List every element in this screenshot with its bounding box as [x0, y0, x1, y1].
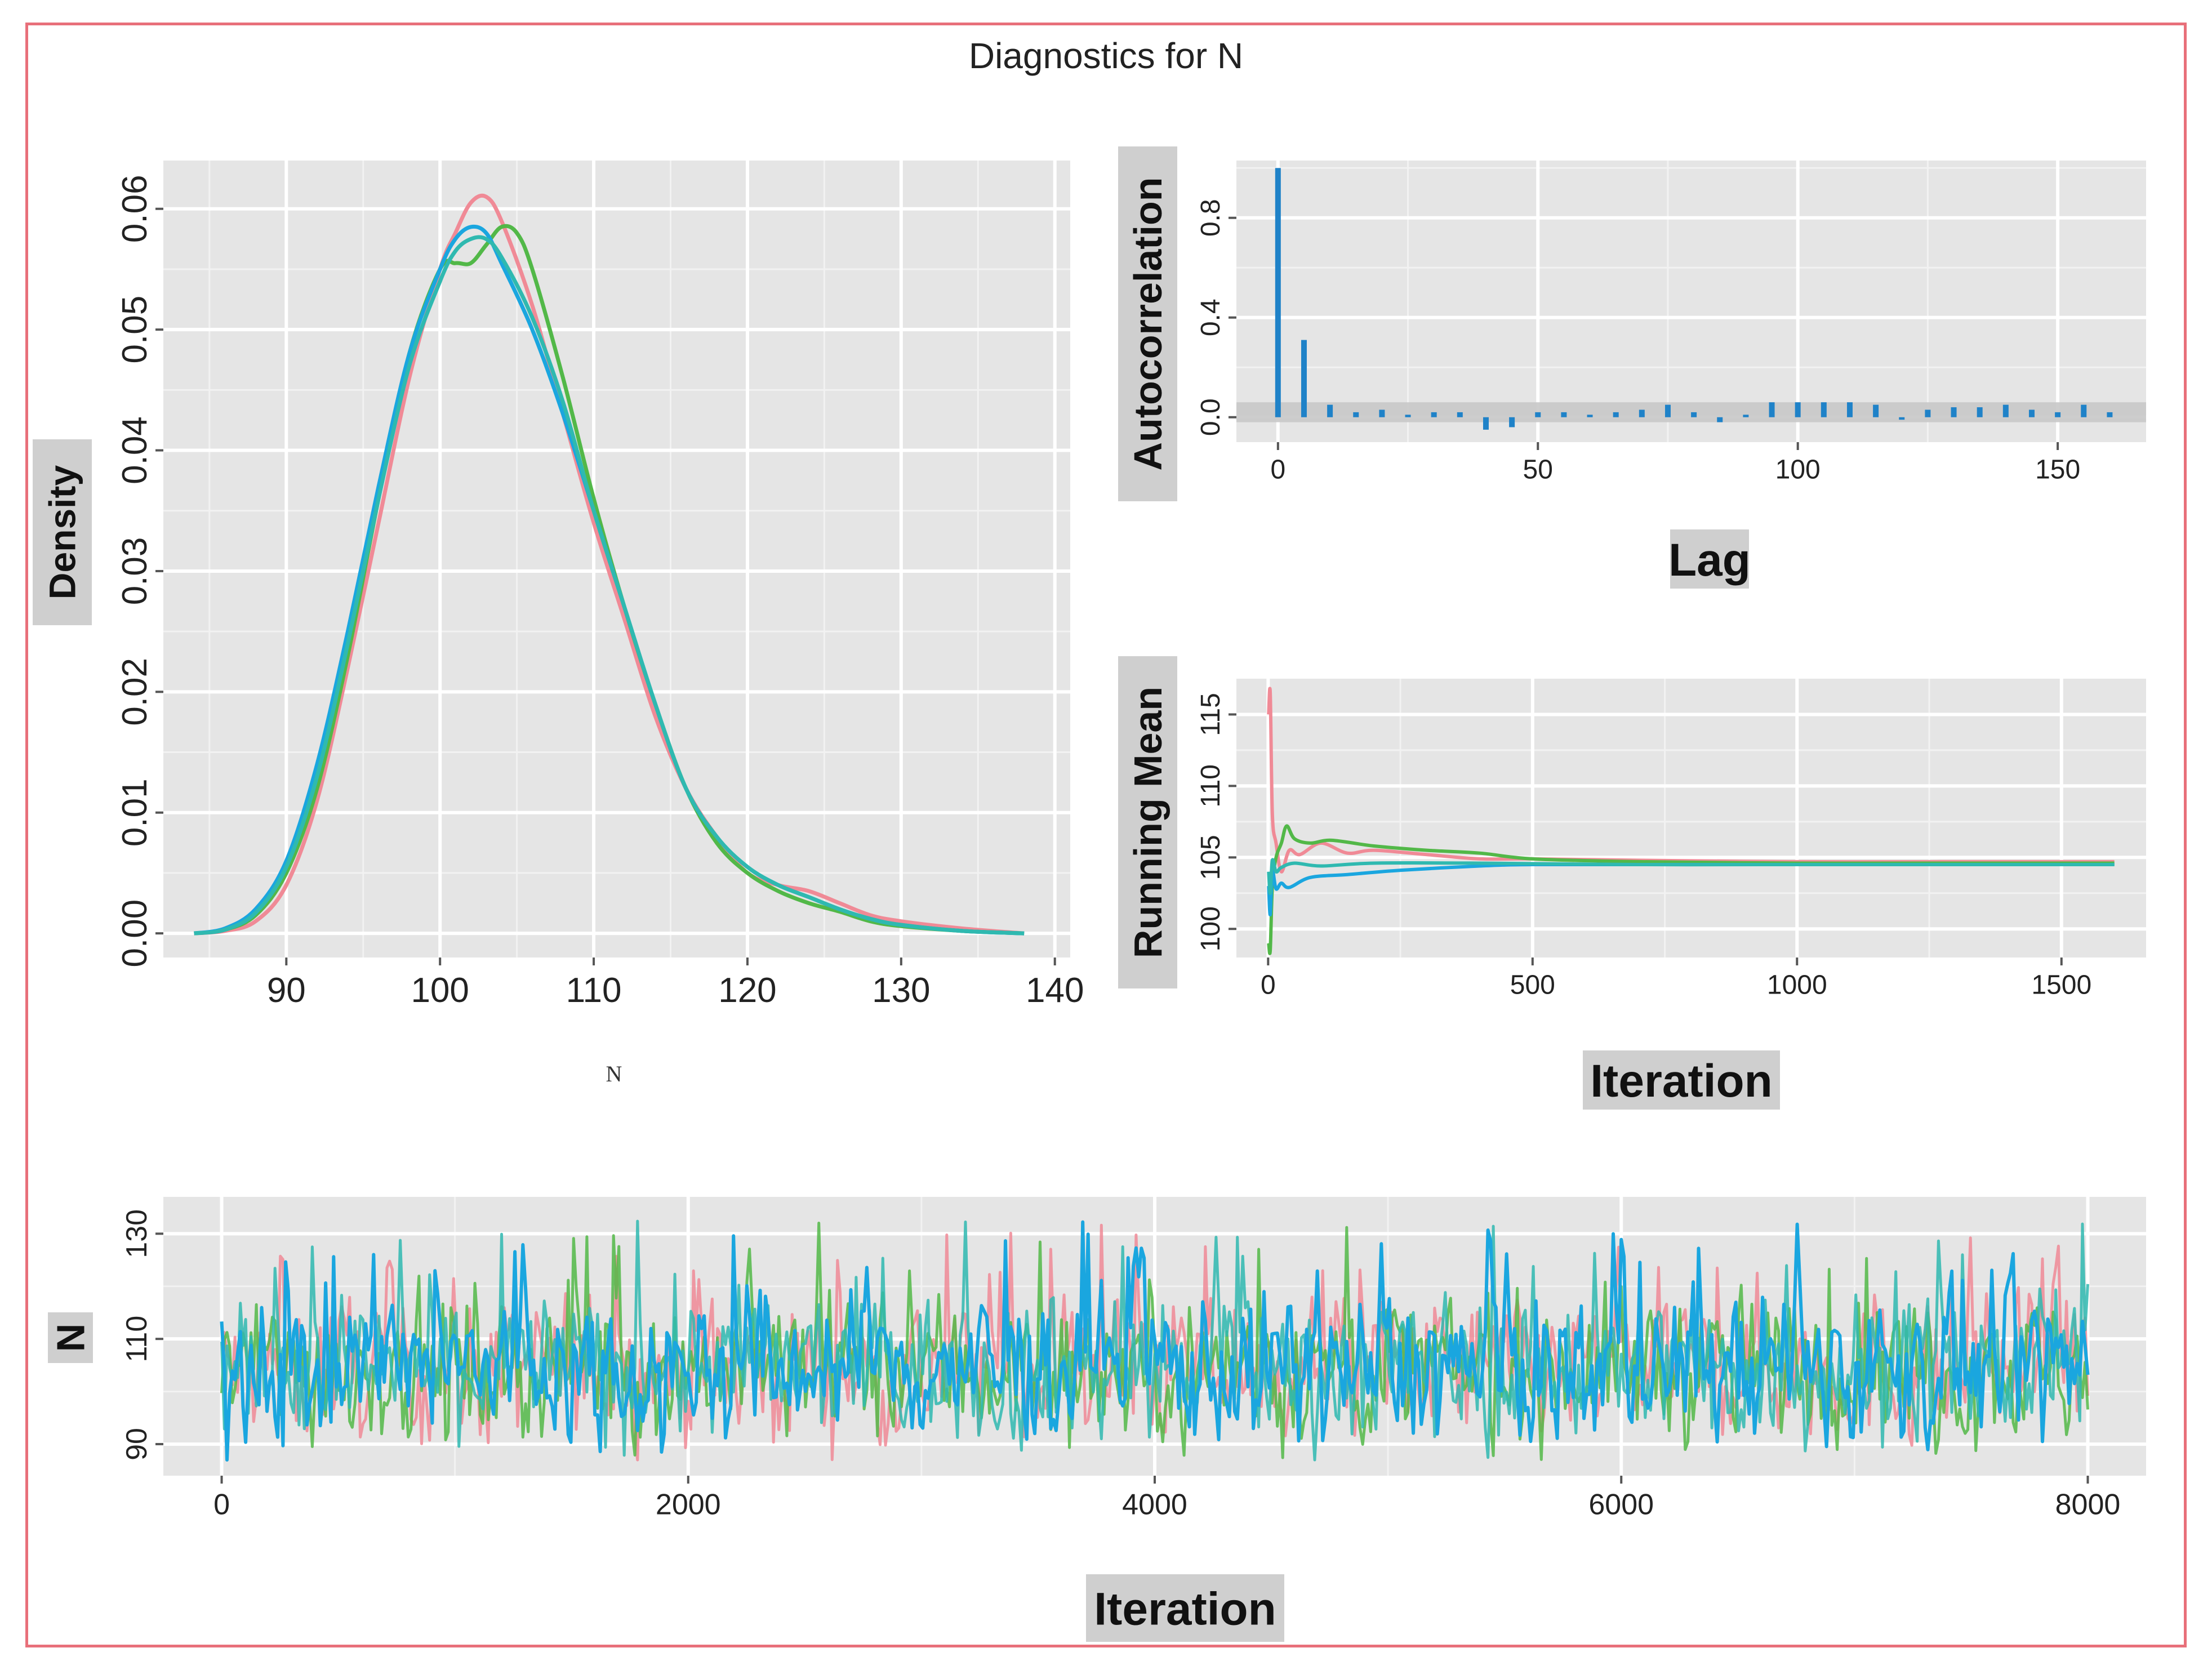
- trace-panel: 0 2000 4000 6000 8000 90 110 130 N Iteration: [48, 1197, 2146, 1642]
- density-x-tick-label: 140: [1026, 971, 1084, 1010]
- acf-bar: [1509, 417, 1515, 427]
- density-line-chain-4: [194, 235, 1025, 936]
- density-y-tick-label: 0.05: [115, 296, 154, 364]
- trace-y-tick-label: 90: [121, 1428, 153, 1460]
- acf-bar: [1639, 409, 1645, 417]
- density-y-tick-label: 0.04: [115, 416, 154, 484]
- acf-bar: [1899, 417, 1905, 420]
- trace-line-chain-4: [220, 1220, 2090, 1462]
- running-mean-panel: 0 500 1000 1500 100 105 110 115 Running Mean Iter…: [1118, 656, 2146, 1110]
- autocorrelation-x-tick-label: 50: [1523, 455, 1553, 484]
- density-x-axis-title: N: [606, 1061, 622, 1086]
- autocorrelation-plot-background: [1236, 161, 2146, 442]
- acf-bar: [1405, 415, 1411, 417]
- trace-y-tick-label: 110: [121, 1316, 153, 1362]
- autocorrelation-y-axis-title: Autocorrelation: [1126, 177, 1170, 470]
- running-mean-y-tick-label: 100: [1196, 906, 1226, 951]
- running-mean-x-tick-label: 1500: [2031, 970, 2091, 1000]
- acf-bar: [2002, 404, 2009, 417]
- acf-bar: [1691, 412, 1697, 417]
- trace-y-tick-label: 130: [121, 1209, 153, 1258]
- density-x-tick-label: 120: [718, 971, 776, 1010]
- acf-bar: [1483, 417, 1489, 430]
- running-mean-line-chain-4: [1267, 858, 2115, 895]
- acf-bar: [1821, 402, 1827, 417]
- running-mean-y-axis-title: Running Mean: [1126, 687, 1170, 958]
- autocorrelation-y-tick-label: 0.8: [1196, 199, 1226, 237]
- acf-bar: [1613, 412, 1619, 417]
- running-mean-y-label-background: [1118, 656, 1177, 988]
- running-mean-x-tick-label: 1000: [1767, 970, 1827, 1000]
- autocorrelation-x-tick-label: 100: [1775, 455, 1821, 484]
- autocorrelation-x-label-background: [1670, 529, 1749, 589]
- trace-x-axis-title: Iteration: [1094, 1584, 1276, 1635]
- acf-bar: [1353, 412, 1359, 417]
- density-line-chain-2: [194, 224, 1025, 936]
- density-y-tick-label: 0.01: [115, 778, 154, 847]
- density-x-tick-label: 110: [566, 971, 622, 1010]
- acf-bar: [1327, 404, 1333, 417]
- running-mean-x-tick-label: 0: [1261, 970, 1276, 1000]
- acf-bar: [1587, 415, 1593, 417]
- acf-bar: [1301, 340, 1307, 417]
- density-panel: 90 100 110 120 130 140 0.00 0.01 0.02 0.03 0.04 0.0…: [33, 161, 1084, 1086]
- autocorrelation-y-label-background: [1118, 146, 1177, 501]
- acf-bar: [1561, 412, 1567, 417]
- acf-bar: [2107, 412, 2113, 417]
- density-y-tick-label: 0.03: [115, 537, 154, 605]
- density-plot-background: [163, 161, 1070, 958]
- autocorrelation-x-axis-title: Lag: [1668, 535, 1751, 586]
- autocorrelation-x-tick-label: 150: [2035, 455, 2080, 484]
- trace-x-tick-label: 2000: [656, 1489, 721, 1521]
- acf-bar: [1977, 407, 1983, 417]
- density-y-label-background: [33, 439, 92, 625]
- running-mean-y-tick-label: 105: [1196, 835, 1226, 880]
- density-x-tick-label: 130: [872, 971, 930, 1010]
- acf-bar: [1795, 402, 1801, 417]
- acf-bar: [1431, 412, 1437, 417]
- density-y-axis-title: Density: [42, 465, 83, 600]
- density-x-tick-label: 90: [267, 971, 306, 1010]
- trace-x-tick-label: 6000: [1588, 1489, 1654, 1521]
- density-y-tick-label: 0.00: [115, 899, 154, 968]
- acf-bar: [2055, 412, 2061, 417]
- running-mean-x-tick-label: 500: [1510, 970, 1555, 1000]
- autocorrelation-y-tick-label: 0.0: [1196, 398, 1226, 436]
- trace-x-label-background: [1086, 1574, 1284, 1642]
- acf-bar: [1769, 402, 1775, 417]
- trace-y-axis-title: N: [49, 1324, 93, 1352]
- density-y-tick-label: 0.02: [115, 658, 154, 726]
- acf-bar: [1664, 404, 1671, 417]
- acf-bar: [1717, 417, 1723, 422]
- running-mean-x-label-background: [1583, 1050, 1780, 1110]
- acf-bar: [1379, 409, 1385, 417]
- acf-bar: [1457, 412, 1463, 417]
- density-x-tick-label: 100: [411, 971, 469, 1010]
- acf-bar: [1743, 415, 1749, 417]
- acf-bar: [1846, 402, 1853, 417]
- acf-bar: [1925, 409, 1931, 417]
- acf-bar: [1951, 407, 1957, 417]
- figure-frame: [25, 23, 2187, 1647]
- acf-bar: [2028, 409, 2035, 417]
- acf-bar: [1535, 412, 1541, 417]
- autocorrelation-panel: 0 50 100 150 0.0 0.4 0.8 Autocorrelation Lag: [1118, 146, 2146, 589]
- acf-bar: [1873, 404, 1879, 417]
- autocorrelation-x-tick-label: 0: [1270, 455, 1285, 484]
- figure-title: Diagnostics for N: [968, 35, 1244, 76]
- trace-x-tick-label: 0: [213, 1489, 230, 1521]
- running-mean-x-axis-title: Iteration: [1590, 1056, 1772, 1107]
- running-mean-plot-background: [1236, 679, 2146, 958]
- autocorrelation-y-tick-label: 0.4: [1196, 299, 1226, 336]
- acf-bar: [2081, 404, 2087, 417]
- density-y-tick-label: 0.06: [115, 175, 154, 243]
- trace-y-label-background: [48, 1312, 93, 1363]
- acf-bar: [1275, 168, 1281, 417]
- density-line-chain-1: [194, 193, 1025, 936]
- running-mean-y-tick-label: 110: [1196, 764, 1226, 808]
- trace-x-tick-label: 4000: [1122, 1489, 1187, 1521]
- trace-x-tick-label: 8000: [2055, 1489, 2121, 1521]
- running-mean-y-tick-label: 115: [1196, 693, 1226, 736]
